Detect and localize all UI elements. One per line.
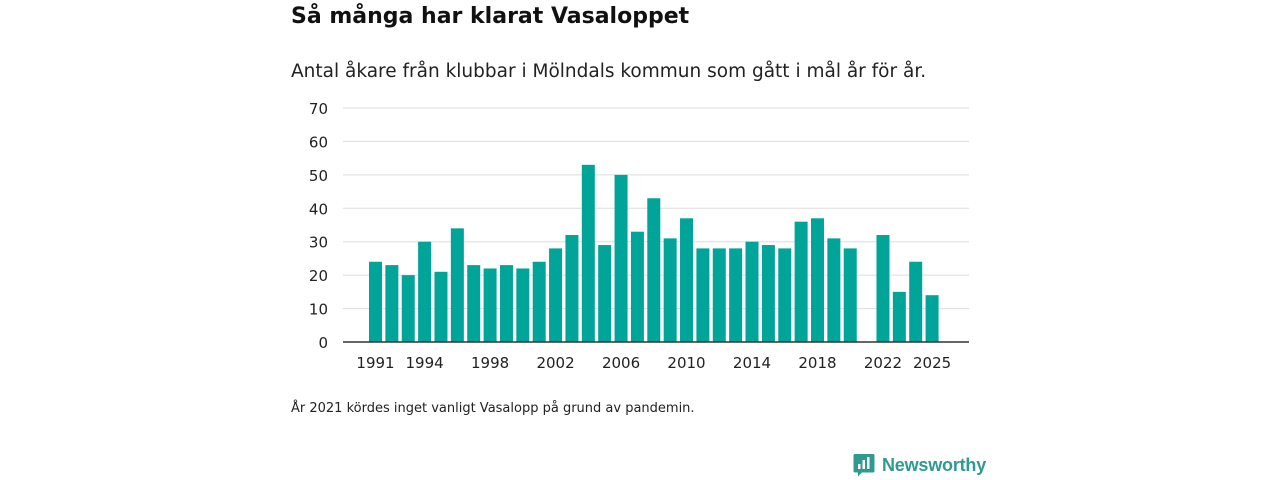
brand-name: Newsworthy <box>882 454 987 475</box>
bar-2011 <box>696 248 710 342</box>
bar-2000 <box>516 268 530 342</box>
bar-2015 <box>761 245 775 342</box>
newsworthy-logo-icon <box>853 454 875 477</box>
bar-2001 <box>532 261 546 342</box>
bar-2009 <box>663 238 677 342</box>
bar-1992 <box>385 265 399 342</box>
x-tick-label: 2025 <box>913 354 951 372</box>
bar-1991 <box>369 261 382 342</box>
bar-2020 <box>843 248 857 342</box>
bar-2005 <box>598 245 612 342</box>
bar-2016 <box>778 248 792 342</box>
bar-1997 <box>467 265 481 342</box>
bar-1999 <box>499 265 513 342</box>
x-tick-label: 1998 <box>471 354 509 372</box>
x-tick-label: 2006 <box>602 354 640 372</box>
bar-2003 <box>565 235 579 342</box>
bar-2012 <box>712 248 726 342</box>
bar-2019 <box>827 238 841 342</box>
x-tick-label: 2002 <box>536 354 574 372</box>
bar-2007 <box>630 231 644 342</box>
x-tick-label: 2014 <box>733 354 771 372</box>
bar-2017 <box>794 221 808 342</box>
axis-layer: 0 10 20 30 40 50 60 70 1991 1994 1998 2002 2006 2010 2… <box>309 100 969 372</box>
x-tick-label: 2018 <box>798 354 836 372</box>
chart-subtitle: Antal åkare från klubbar i Mölndals komm… <box>291 61 927 82</box>
bar-2010 <box>680 218 694 342</box>
bar-1994 <box>418 241 432 342</box>
bar-2023 <box>892 291 906 342</box>
newsworthy-logo[interactable]: Newsworthy <box>853 453 986 477</box>
bar-1993 <box>401 275 415 342</box>
bar-1998 <box>483 268 497 342</box>
y-tick-label: 20 <box>309 267 328 285</box>
bar-2006 <box>614 174 628 342</box>
x-tick-label: 2022 <box>864 354 902 372</box>
y-tick-label: 40 <box>309 200 328 218</box>
bar-2024 <box>909 261 923 342</box>
bar-1996 <box>450 228 464 342</box>
bar-2004 <box>581 164 595 342</box>
chart-title: Så många har klarat Vasaloppet <box>291 4 690 29</box>
x-tick-label: 1994 <box>406 354 444 372</box>
y-tick-label: 30 <box>309 234 328 252</box>
bar-1995 <box>434 271 448 342</box>
bar-2018 <box>810 218 824 342</box>
bar-2025 <box>925 295 939 342</box>
x-tick-label: 2010 <box>667 354 705 372</box>
y-tick-label: 0 <box>318 334 328 352</box>
bar-2008 <box>647 198 661 342</box>
bar-2002 <box>549 248 563 342</box>
bar-layer <box>369 164 939 342</box>
bar-2013 <box>729 248 743 342</box>
y-tick-label: 60 <box>309 133 328 151</box>
footnote: År 2021 kördes inget vanligt Vasalopp på… <box>291 401 695 416</box>
y-tick-label: 10 <box>309 301 328 319</box>
bar-2014 <box>745 241 759 342</box>
bar-2022 <box>876 235 890 342</box>
x-tick-label: 1991 <box>356 354 394 372</box>
y-tick-label: 50 <box>309 167 328 185</box>
y-tick-label: 70 <box>309 100 328 118</box>
